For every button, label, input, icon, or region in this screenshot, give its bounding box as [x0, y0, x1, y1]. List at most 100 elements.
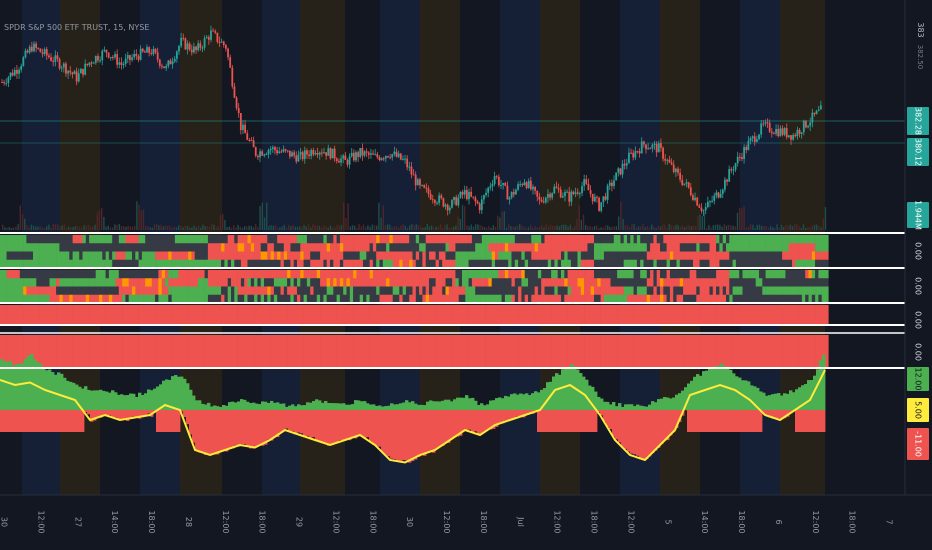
heatmap-cell [729, 335, 733, 352]
candle-body [504, 182, 507, 186]
heatmap-cell [85, 243, 90, 252]
osc-red-bar [345, 410, 349, 440]
volume-bar [670, 225, 673, 230]
heatmap-cell [280, 294, 285, 304]
heatmap-cell [194, 235, 199, 244]
heatmap-cell [613, 278, 618, 287]
heatmap-cell [224, 243, 228, 252]
heatmap-cell [247, 270, 252, 279]
osc-badge-red[interactable] [907, 428, 929, 460]
osc-red-bar [165, 410, 169, 432]
heatmap-cell [729, 305, 733, 316]
candle-body [101, 50, 104, 61]
heatmap-cell [310, 294, 314, 304]
heatmap-cell [465, 305, 469, 316]
volume-bar [569, 224, 571, 230]
osc-badge-green[interactable] [907, 367, 929, 391]
heatmap-cell [227, 243, 232, 252]
heatmap-cell [211, 286, 215, 296]
heatmap-cell [95, 286, 100, 296]
candle-body [485, 192, 487, 196]
heatmap-cell [429, 270, 433, 279]
heatmap-cell [148, 251, 153, 261]
osc-green-bar [642, 406, 646, 410]
candle-body [547, 193, 549, 198]
panel-dividers[interactable] [0, 232, 905, 369]
heatmap-cell [481, 305, 486, 316]
osc-red-bar [405, 410, 409, 461]
heatmap-cell [333, 235, 337, 244]
heatmap-cell [504, 235, 509, 244]
heatmap-cell [59, 243, 63, 252]
heatmap-cell [99, 235, 103, 244]
heatmap-cell [762, 278, 766, 287]
heatmap-cell [693, 243, 697, 252]
heatmap-cell [379, 335, 384, 352]
osc-red-bar [708, 410, 712, 432]
heatmap-cell [69, 315, 73, 326]
osc-red-bar [711, 410, 715, 432]
candle-body [480, 199, 483, 211]
heatmap-cell [62, 351, 67, 368]
heatmap-cell [204, 286, 209, 296]
heatmap-cell [514, 251, 519, 261]
heatmap-cell [257, 315, 261, 326]
candle-body [755, 139, 758, 142]
heatmap-cell [316, 278, 321, 287]
heatmap-cell [287, 243, 291, 252]
heatmap-cell [148, 351, 153, 368]
heatmap-cell [587, 315, 591, 326]
heatmap-cell [679, 243, 684, 252]
heatmap-cell [214, 270, 219, 279]
heatmap-cell [514, 278, 519, 287]
heatmap-cell [554, 335, 558, 352]
heatmap-cell [811, 335, 816, 352]
price-badge-2[interactable] [907, 138, 929, 166]
heatmap-cell [231, 286, 235, 296]
heatmap-cell [9, 286, 14, 296]
heatmap-cell [379, 235, 384, 244]
heatmap-cell [290, 315, 294, 326]
price-axis[interactable]: 383 382.50 382.28 380.12 1.944M 0.00 0.0… [904, 0, 932, 495]
candle-body [13, 69, 16, 76]
heatmap-cell [165, 259, 169, 269]
volume-bar [19, 205, 21, 230]
heatmap-cell [584, 286, 588, 296]
heatmap-cell [273, 351, 278, 368]
osc-green-bar [255, 403, 259, 410]
osc-badge-yellow[interactable] [907, 398, 929, 422]
heatmap-cell [491, 335, 496, 352]
time-axis[interactable]: 30 12:00 27 14:00 18:00 28 12:00 18:00 29 12:00 18… [0, 494, 932, 550]
heatmap-cell [191, 351, 195, 368]
heatmap-cell [198, 278, 202, 287]
heatmap-cell [587, 251, 591, 261]
candle-body [585, 179, 588, 184]
heatmap-cell [69, 351, 73, 368]
heatmap-cell [788, 335, 793, 352]
heatmap-cell [825, 305, 829, 316]
heatmap-cell [801, 270, 806, 279]
heatmap-cell [488, 270, 492, 279]
volume-bar [145, 225, 147, 230]
volume-bar [140, 210, 142, 230]
osc-red-bar [720, 410, 724, 432]
price-badge-1[interactable] [907, 107, 929, 135]
heatmap-cell [656, 351, 661, 368]
heatmap-cell [135, 305, 139, 316]
heatmap-cell [280, 235, 285, 244]
heatmap-cell [161, 270, 166, 279]
heatmap-cell [168, 315, 172, 326]
heatmap-cell [231, 251, 235, 261]
osc-red-bar [258, 410, 262, 446]
osc-red-bar [696, 410, 700, 432]
heatmap-cell [316, 315, 321, 326]
heatmap-cell [448, 259, 453, 269]
heatmap-cell [775, 305, 780, 316]
osc-red-bar [570, 410, 574, 432]
heatmap-cell [792, 335, 796, 352]
heatmap-cell [643, 259, 648, 269]
heatmap-cell [815, 351, 819, 368]
heatmap-cell [422, 335, 426, 352]
volume-badge[interactable] [907, 202, 929, 228]
